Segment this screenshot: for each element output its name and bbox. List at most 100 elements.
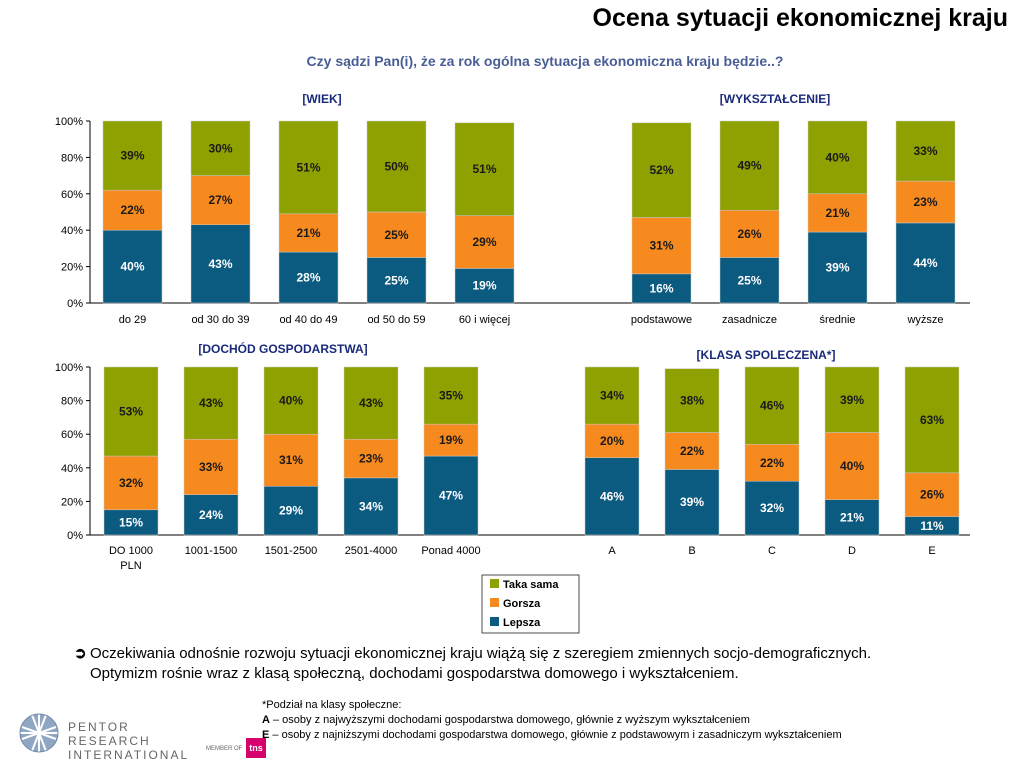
- conclusion-line-2: Optymizm rośnie wraz z klasą społeczną, …: [90, 665, 739, 682]
- x-tick-label: DO 1000: [109, 545, 153, 557]
- bar-gorsza: [190, 175, 251, 225]
- bar-lepsza: [366, 257, 427, 304]
- bar-taka_sama: [263, 366, 319, 435]
- bar-taka_sama: [343, 366, 399, 440]
- x-tick-label: od 40 do 49: [279, 314, 337, 326]
- x-tick-label: B: [688, 545, 695, 557]
- x-tick-label: 2501-4000: [345, 545, 398, 557]
- bar-taka_sama: [423, 366, 479, 425]
- data-label-gorsza: 22%: [120, 203, 144, 217]
- bar-taka_sama: [631, 122, 692, 218]
- chart-1: 0% 20% 40% 60% 80% 100% [WIEK] 40% 22% 39% do 29 43…: [55, 92, 530, 326]
- data-label-taka_sama: 53%: [119, 405, 143, 419]
- chart-4: [KLASA SPOLECZENA*] 46% 20% 34% A 39% 22% 38% B 3…: [500, 348, 970, 557]
- bar-lepsza: [664, 469, 720, 536]
- data-label-gorsza: 23%: [359, 452, 383, 466]
- data-label-gorsza: 26%: [737, 227, 761, 241]
- x-tick-label: E: [928, 545, 935, 557]
- bar-lepsza: [584, 457, 640, 536]
- bar-taka_sama: [584, 366, 640, 425]
- bar-taka_sama: [824, 366, 880, 433]
- data-label-taka_sama: 38%: [680, 394, 704, 408]
- bar-lepsza: [423, 455, 479, 536]
- logo-member: MEMBER OF: [206, 746, 243, 752]
- data-label-gorsza: 23%: [913, 195, 937, 209]
- bar-taka_sama: [278, 120, 339, 215]
- bar-lepsza: [895, 222, 956, 304]
- chart-2: [WYKSZTAŁCENIE] 16% 31% 52% podstawowe 25% 26%…: [530, 92, 970, 326]
- page-title: Ocena sytuacji ekonomicznej kraju: [592, 4, 1008, 32]
- footnote-heading: *Podział na klasy społeczne:: [262, 699, 402, 711]
- bar-taka_sama: [719, 120, 780, 211]
- y-tick-label: 40%: [61, 225, 83, 237]
- x-tick-label: 60 i więcej: [459, 314, 510, 326]
- y-tick-label: 20%: [61, 262, 83, 274]
- data-label-gorsza: 22%: [760, 456, 784, 470]
- data-label-gorsza: 21%: [296, 226, 320, 240]
- bar-gorsza: [895, 180, 956, 224]
- data-label-lepsza: 32%: [760, 501, 784, 515]
- bar-lepsza: [102, 229, 163, 304]
- y-tick-label: 60%: [61, 429, 83, 441]
- data-label-gorsza: 33%: [199, 460, 223, 474]
- footnote: *Podział na klasy społeczne: A – osoby z…: [262, 698, 842, 743]
- data-label-lepsza: 47%: [439, 489, 463, 503]
- bar-taka_sama: [454, 122, 515, 216]
- y-tick-label: 0%: [67, 298, 83, 310]
- data-label-taka_sama: 46%: [760, 399, 784, 413]
- data-label-taka_sama: 39%: [120, 149, 144, 163]
- data-label-lepsza: 11%: [920, 519, 944, 533]
- bar-taka_sama: [183, 366, 239, 440]
- data-label-taka_sama: 40%: [825, 150, 849, 164]
- bar-lepsza: [719, 257, 780, 304]
- legend: Taka sama Gorsza Lepsza: [481, 574, 580, 634]
- data-label-lepsza: 40%: [120, 260, 144, 274]
- bar-taka_sama: [102, 120, 163, 191]
- bar-gorsza: [904, 472, 960, 517]
- x-tick-label: do 29: [119, 314, 147, 326]
- y-tick-label: 100%: [55, 362, 83, 374]
- x-tick-label: Ponad 4000: [421, 545, 480, 557]
- data-label-gorsza: 27%: [208, 193, 232, 207]
- legend-label-taka_sama: Taka sama: [503, 579, 559, 591]
- x-tick-label: PLN: [120, 560, 141, 572]
- data-label-taka_sama: 51%: [296, 160, 320, 174]
- bar-gorsza: [824, 432, 880, 500]
- footnote-text-a: – osoby z najwyższymi dochodami gospodar…: [269, 714, 750, 726]
- bar-taka_sama: [366, 120, 427, 213]
- bar-gorsza: [454, 215, 515, 269]
- globe-icon: [19, 713, 59, 753]
- data-label-taka_sama: 43%: [359, 396, 383, 410]
- logo-line-1: PENTOR: [68, 720, 130, 734]
- data-label-lepsza: 46%: [600, 489, 624, 503]
- x-tick-label: wyższe: [906, 314, 943, 326]
- bar-gorsza: [183, 438, 239, 495]
- bar-taka_sama: [190, 120, 251, 176]
- data-label-gorsza: 25%: [384, 228, 408, 242]
- data-label-lepsza: 25%: [384, 273, 408, 287]
- charts-canvas: 0% 20% 40% 60% 80% 100% [WIEK] 40% 22% 39% do 29 43…: [55, 92, 970, 634]
- bar-lepsza: [744, 480, 800, 536]
- data-label-lepsza: 39%: [680, 495, 704, 509]
- data-label-taka_sama: 51%: [472, 162, 496, 176]
- footnote-key-a: A: [262, 714, 270, 726]
- data-label-gorsza: 29%: [472, 235, 496, 249]
- x-tick-label: 1001-1500: [185, 545, 238, 557]
- bar-lepsza: [190, 224, 251, 304]
- data-label-taka_sama: 63%: [920, 413, 944, 427]
- bar-gorsza: [584, 423, 640, 458]
- x-tick-label: C: [768, 545, 776, 557]
- data-label-lepsza: 28%: [296, 271, 320, 285]
- footnote-key-e: E: [262, 729, 270, 741]
- bar-gorsza: [103, 455, 159, 511]
- group-label: [WYKSZTAŁCENIE]: [720, 92, 830, 106]
- data-label-taka_sama: 52%: [649, 163, 673, 177]
- bar-lepsza: [343, 477, 399, 536]
- logo-line-2: RESEARCH INTERNATIONAL: [68, 734, 190, 762]
- bar-taka_sama: [904, 366, 960, 474]
- legend-label-gorsza: Gorsza: [503, 598, 541, 610]
- group-label: [KLASA SPOLECZENA*]: [697, 348, 836, 362]
- x-tick-label: zasadnicze: [722, 314, 777, 326]
- y-tick-label: 0%: [67, 530, 83, 542]
- bar-gorsza: [719, 209, 780, 258]
